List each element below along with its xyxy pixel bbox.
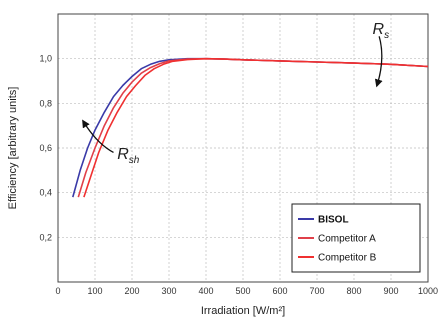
y-axis-ticks: 0,2 0,4 0,6 0,8 1,0 <box>39 54 52 243</box>
y-axis-label: Efficiency [arbitrary units] <box>7 87 19 210</box>
x-tick-label: 600 <box>272 286 287 296</box>
annotation-arrows <box>82 36 383 154</box>
legend-label: Competitor A <box>318 234 376 245</box>
y-tick-label: 0,4 <box>39 188 52 198</box>
x-tick-label: 800 <box>346 286 361 296</box>
plot-frame <box>57 13 429 283</box>
x-tick-label: 700 <box>309 286 324 296</box>
x-tick-label: 100 <box>87 286 102 296</box>
annotation-rs: Rs <box>373 21 390 41</box>
y-tick-label: 0,8 <box>39 98 52 108</box>
x-tick-label: 300 <box>161 286 176 296</box>
legend-label: Competitor B <box>318 253 377 264</box>
x-axis-label: Irradiation [W/m²] <box>201 305 285 317</box>
y-tick-label: 0,6 <box>39 143 52 153</box>
x-tick-label: 900 <box>383 286 398 296</box>
x-tick-label: 1000 <box>418 286 438 296</box>
series-lines <box>72 57 429 198</box>
annotations: Rs Rsh <box>117 21 389 166</box>
legend-label: BISOL <box>318 215 349 226</box>
legend: BISOL Competitor A Competitor B <box>291 203 421 273</box>
y-tick-label: 0,2 <box>39 232 52 242</box>
rsh-arrow <box>82 119 114 154</box>
rs-arrow <box>374 36 383 88</box>
x-tick-label: 500 <box>235 286 250 296</box>
y-tick-label: 1,0 <box>39 54 52 64</box>
x-tick-label: 200 <box>124 286 139 296</box>
x-axis-ticks: 0 100 200 300 400 500 600 700 800 900 1000 <box>55 286 438 296</box>
x-tick-label: 0 <box>55 286 60 296</box>
series-line-competitor-b <box>83 57 429 198</box>
annotation-rsh: Rsh <box>117 146 140 166</box>
x-tick-label: 400 <box>198 286 213 296</box>
